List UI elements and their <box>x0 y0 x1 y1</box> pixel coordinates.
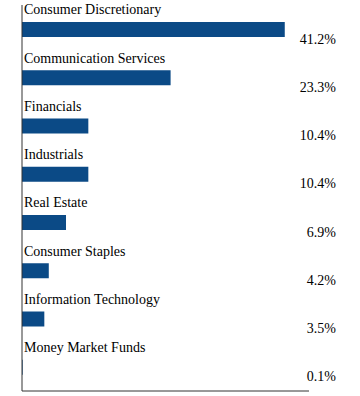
svg-text:Information Technology: Information Technology <box>24 292 160 307</box>
svg-text:Communication Services: Communication Services <box>24 51 165 66</box>
svg-text:0.1%: 0.1% <box>307 369 337 384</box>
svg-text:Consumer Discretionary: Consumer Discretionary <box>24 2 161 17</box>
svg-text:10.4%: 10.4% <box>300 128 337 143</box>
svg-text:Money Market Funds: Money Market Funds <box>24 340 145 355</box>
svg-text:3.5%: 3.5% <box>307 321 337 336</box>
svg-text:23.3%: 23.3% <box>300 80 337 95</box>
svg-text:10.4%: 10.4% <box>300 176 337 191</box>
svg-text:Industrials: Industrials <box>24 147 83 162</box>
svg-text:6.9%: 6.9% <box>307 225 337 240</box>
svg-text:41.2%: 41.2% <box>300 32 337 47</box>
svg-text:4.2%: 4.2% <box>307 273 337 288</box>
svg-text:Financials: Financials <box>24 99 82 114</box>
svg-text:Real Estate: Real Estate <box>24 195 87 210</box>
svg-text:Consumer Staples: Consumer Staples <box>24 244 126 259</box>
